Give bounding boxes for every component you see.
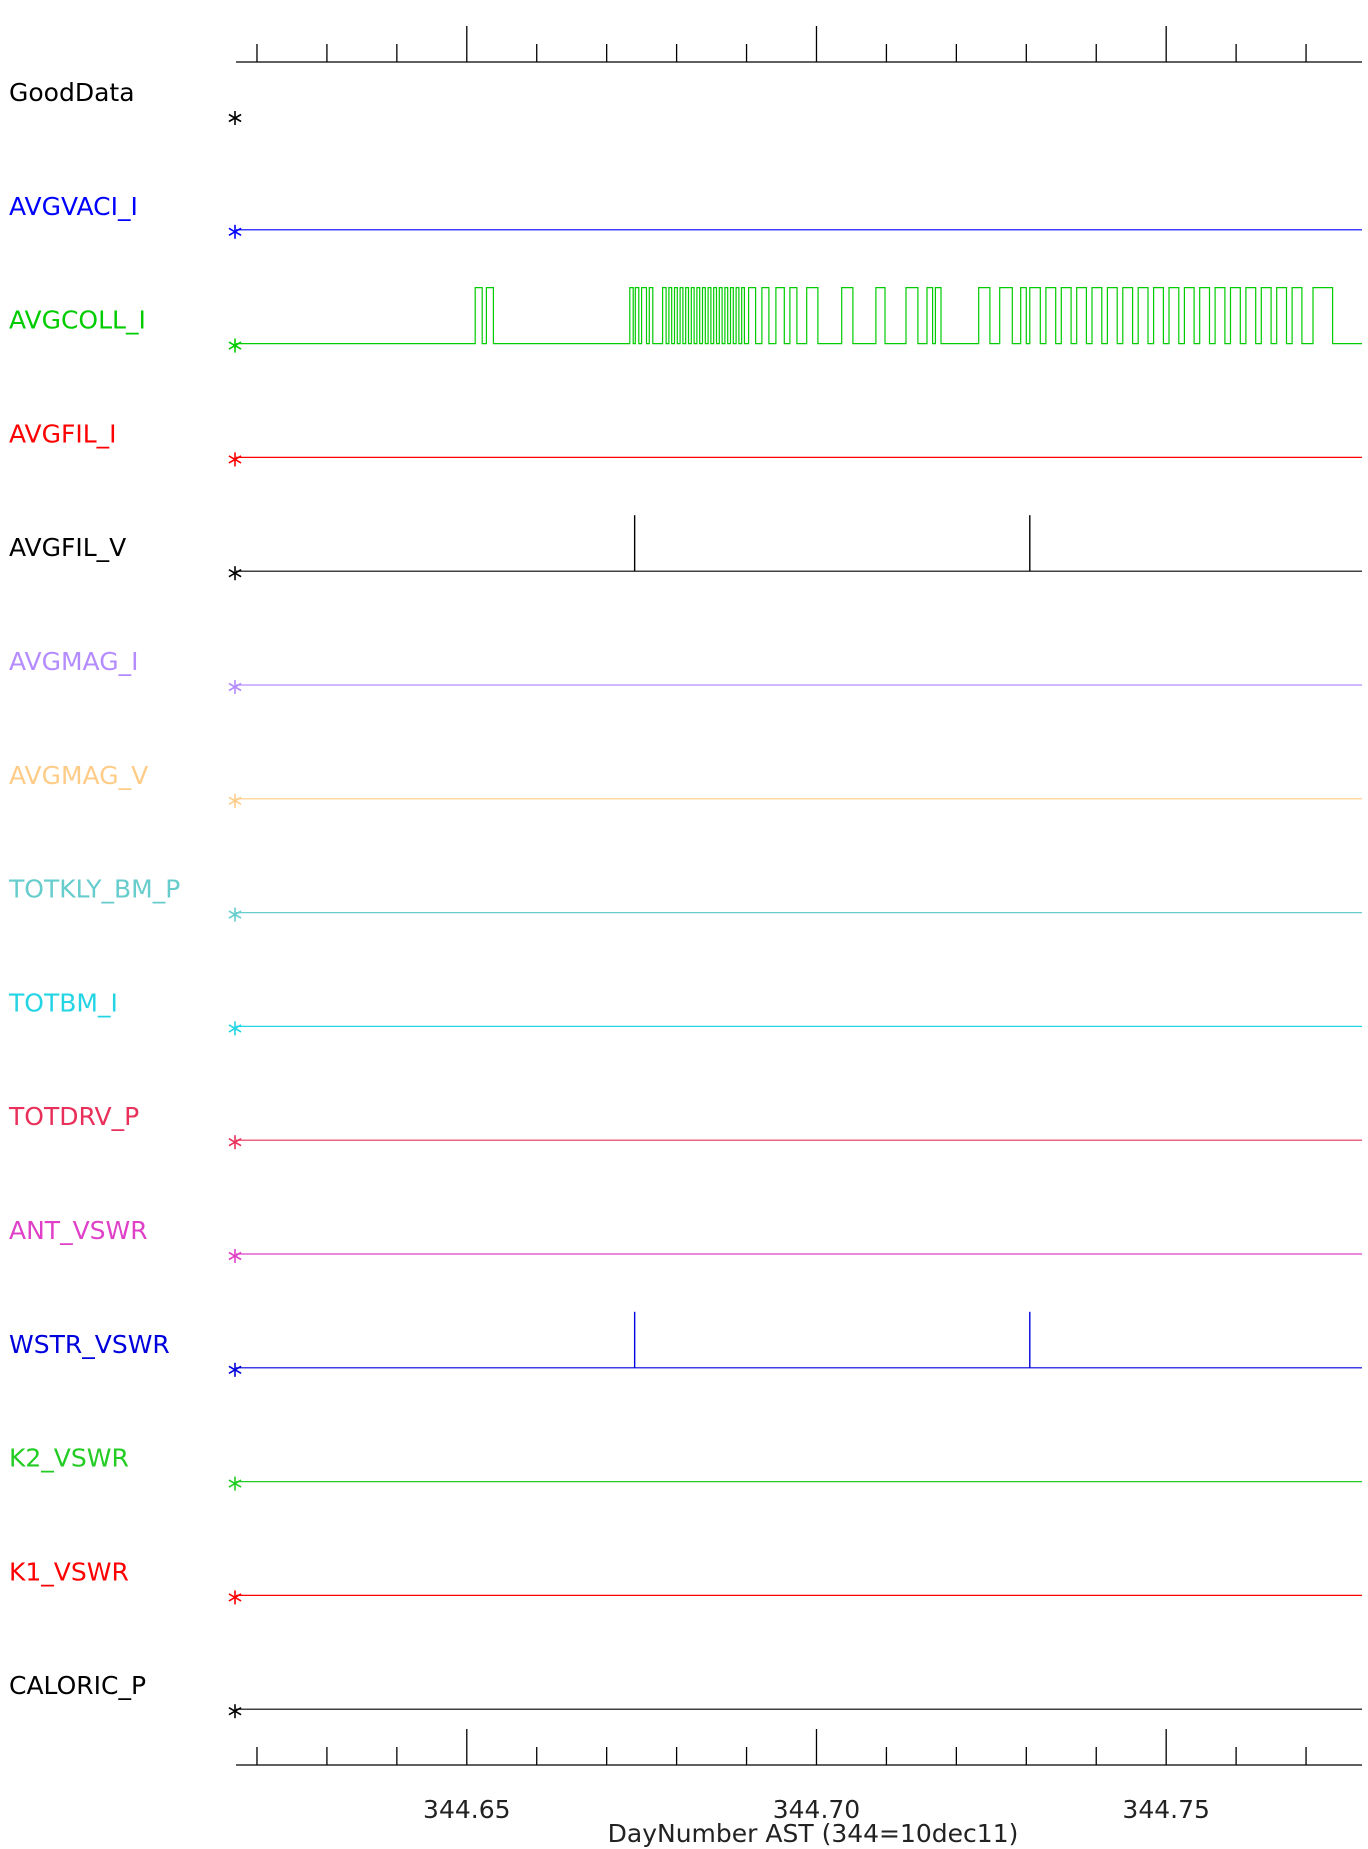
trace-totkly-bm-p: TOTKLY_BM_P (8, 875, 1362, 922)
trace-avgmag-v: AVGMAG_V (9, 761, 1362, 808)
trace-label: AVGFIL_V (9, 533, 126, 562)
trace-label: AVGMAG_V (9, 761, 148, 790)
start-marker-icon (228, 1249, 242, 1263)
series-line (236, 287, 1362, 345)
trace-avgmag-i: AVGMAG_I (9, 647, 1362, 694)
trace-label: TOTBM_I (8, 988, 118, 1017)
trace-label: TOTKLY_BM_P (8, 875, 180, 904)
tick-label: 344.75 (1122, 1795, 1209, 1824)
trace-label: AVGMAG_I (9, 647, 138, 676)
start-marker-icon (228, 1362, 242, 1377)
trace-wstr-vswr: WSTR_VSWR (9, 1311, 1362, 1377)
trace-caloric-p: CALORIC_P (9, 1671, 1362, 1719)
start-marker-icon (228, 1704, 242, 1719)
trace-label: ANT_VSWR (9, 1216, 148, 1245)
start-marker-icon (228, 566, 242, 581)
trace-label: GoodData (9, 78, 135, 107)
x-axis-label: DayNumber AST (344=10dec11) (608, 1819, 1019, 1848)
marker-stroke (228, 113, 242, 123)
start-marker-icon (228, 452, 242, 467)
start-marker-icon (228, 224, 242, 239)
trace-avgfil-i: AVGFIL_I (9, 419, 1362, 467)
trace-label: K2_VSWR (9, 1444, 129, 1473)
start-marker-icon (228, 1135, 242, 1150)
start-marker-icon (228, 907, 242, 922)
trace-label: AVGFIL_I (9, 419, 117, 448)
trace-avgfil-v: AVGFIL_V (9, 515, 1362, 581)
trace-avgvaci-i: AVGVACI_I (9, 192, 1362, 239)
trace-label: AVGVACI_I (9, 192, 138, 221)
start-marker-icon (228, 338, 242, 353)
start-marker-icon (228, 111, 242, 125)
tick-label: 344.65 (423, 1795, 510, 1824)
start-marker-icon (228, 1590, 242, 1605)
trace-label: AVGCOLL_I (9, 306, 146, 335)
trace-label: TOTDRV_P (8, 1102, 139, 1131)
trace-gooddata: GoodData (9, 78, 242, 125)
trace-label: WSTR_VSWR (9, 1330, 170, 1359)
start-marker-icon (228, 1476, 242, 1491)
trace-avgcoll-i: AVGCOLL_I (9, 287, 1362, 353)
trace-k2-vswr: K2_VSWR (9, 1444, 1362, 1491)
trace-totbm-i: TOTBM_I (8, 988, 1362, 1036)
start-marker-icon (228, 680, 242, 694)
tick-label: 344.70 (773, 1795, 860, 1824)
trace-label: CALORIC_P (9, 1671, 146, 1700)
trace-k1-vswr: K1_VSWR (9, 1557, 1362, 1605)
top-axis (236, 26, 1362, 63)
traces: GoodData AVGVACI_I AVGCOLL_I AVGFIL_I AVGFIL… (8, 78, 1362, 1719)
start-marker-icon (228, 793, 242, 808)
trace-ant-vswr: ANT_VSWR (9, 1216, 1362, 1263)
trace-totdrv-p: TOTDRV_P (8, 1102, 1362, 1150)
start-marker-icon (228, 1021, 242, 1036)
bottom-axis: 344.65 344.70 344.75 (236, 1729, 1362, 1824)
trace-label: K1_VSWR (9, 1557, 129, 1586)
